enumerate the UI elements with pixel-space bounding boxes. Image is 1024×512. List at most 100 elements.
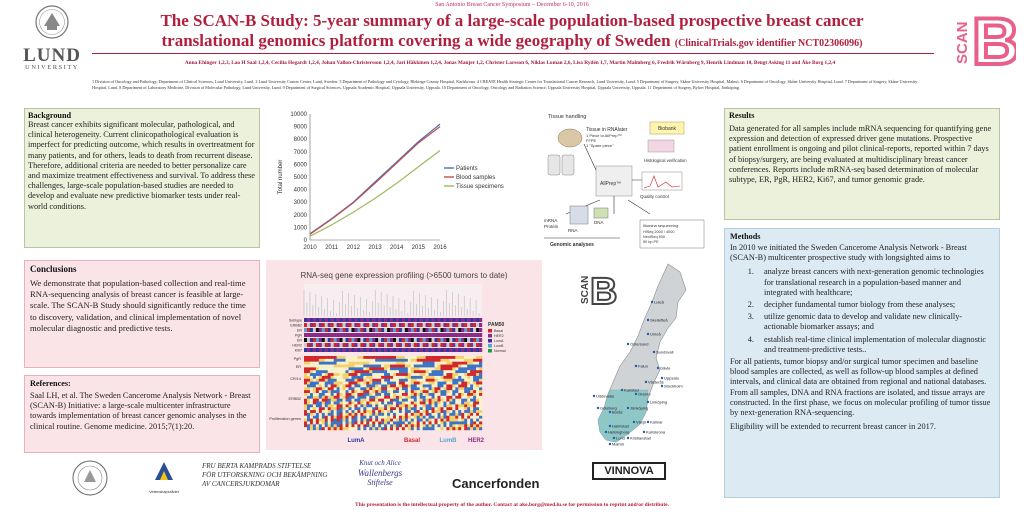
heatmap-cell bbox=[345, 381, 349, 385]
heatmap-cell bbox=[419, 415, 423, 419]
heatmap-cell bbox=[378, 398, 382, 402]
heatmap-annotation-cell bbox=[440, 348, 444, 352]
heatmap-annotation-cell bbox=[431, 333, 435, 337]
heatmap-cell bbox=[327, 404, 331, 408]
heatmap-cell bbox=[476, 407, 480, 411]
heatmap-cell bbox=[393, 421, 397, 425]
heatmap-cell bbox=[407, 364, 411, 368]
heatmap-cell bbox=[479, 427, 483, 431]
heatmap-cell bbox=[366, 361, 370, 365]
heatmap-annotation-cell bbox=[327, 333, 331, 337]
heatmap-annotation-cell bbox=[425, 328, 429, 332]
heatmap-cell bbox=[342, 367, 346, 371]
fbk-line-2: FÖR UTFORSKNING OCH BEKÄMPNING bbox=[202, 471, 328, 479]
heatmap-cell bbox=[470, 364, 474, 368]
heatmap-cell bbox=[333, 415, 337, 419]
heatmap-cell bbox=[467, 378, 471, 382]
heatmap-annotation-cell bbox=[336, 343, 340, 347]
workflow-histology: Histological verification bbox=[644, 158, 687, 163]
heatmap-cell bbox=[381, 407, 385, 411]
title-divider bbox=[92, 53, 934, 54]
heatmap-cell bbox=[357, 373, 361, 377]
heatmap-annotation-cell bbox=[449, 338, 453, 342]
heatmap-cell bbox=[422, 378, 426, 382]
heatmap-cell bbox=[467, 381, 471, 385]
heatmap-cell bbox=[407, 421, 411, 425]
heatmap-cell bbox=[458, 398, 462, 402]
heatmap-cell bbox=[312, 421, 317, 425]
heatmap-annotation-cell bbox=[348, 318, 352, 322]
heatmap-cell bbox=[455, 378, 459, 382]
heatmap-cell bbox=[354, 356, 358, 360]
heatmap-cell bbox=[422, 361, 426, 365]
chart-x-tick: 2011 bbox=[325, 245, 339, 251]
heatmap-cell bbox=[342, 373, 346, 377]
heatmap-annotation-cell bbox=[384, 323, 388, 327]
heatmap-cell bbox=[393, 356, 397, 360]
heatmap-cell bbox=[369, 398, 373, 402]
heatmap-cell bbox=[372, 404, 376, 408]
heatmap-cell bbox=[312, 375, 317, 379]
heatmap-annotation-cell bbox=[351, 333, 355, 337]
methods-aims-list: analyze breast cancers with next-generat… bbox=[756, 267, 994, 355]
heatmap-cell bbox=[390, 373, 394, 377]
heatmap-annotation-cell bbox=[404, 338, 409, 342]
heatmap-annotation-cell bbox=[470, 323, 474, 327]
heatmap-annotation-cell bbox=[446, 338, 450, 342]
heatmap-cell bbox=[473, 421, 477, 425]
heatmap-cell bbox=[342, 381, 346, 385]
heatmap-cell bbox=[342, 410, 346, 414]
heatmap-cell bbox=[375, 370, 379, 374]
heatmap-cell bbox=[413, 407, 417, 411]
heatmap-cell bbox=[375, 427, 379, 431]
heatmap-annotation-cell bbox=[312, 333, 317, 337]
heatmap-annotation-cell bbox=[437, 328, 441, 332]
heatmap-annotation-cell bbox=[339, 323, 343, 327]
heatmap-cell bbox=[479, 415, 483, 419]
heatmap-cell bbox=[464, 358, 468, 362]
heatmap-cell bbox=[304, 384, 308, 388]
heatmap-annotation-cell bbox=[333, 338, 337, 342]
heatmap-annotation-cell bbox=[407, 318, 411, 322]
heatmap-cell bbox=[419, 410, 423, 414]
heatmap-cell bbox=[401, 364, 406, 368]
heatmap-annotation-cell bbox=[372, 318, 376, 322]
heatmap-cell bbox=[304, 395, 308, 399]
heatmap-cell bbox=[321, 364, 325, 368]
heatmap-cell bbox=[384, 393, 388, 397]
heatmap-cell bbox=[381, 410, 385, 414]
sponsor-row: Vetenskapsrådet FRU BERTA KAMPRADS STIFT… bbox=[60, 456, 720, 500]
heatmap-annotation-cell bbox=[428, 343, 432, 347]
heatmap-cell bbox=[378, 415, 382, 419]
heatmap-cell bbox=[360, 415, 364, 419]
pam50-title: PAM50 bbox=[488, 322, 505, 328]
heatmap-cell bbox=[422, 393, 426, 397]
heatmap-cell bbox=[390, 412, 394, 416]
heatmap-cell bbox=[351, 387, 355, 391]
array-icon bbox=[593, 207, 609, 219]
heatmap-cell bbox=[318, 364, 322, 368]
heatmap-annotation-cell bbox=[304, 338, 308, 342]
heatmap-cell bbox=[390, 356, 394, 360]
heatmap-cell bbox=[351, 421, 355, 425]
heatmap-cell bbox=[330, 404, 334, 408]
heatmap-cell bbox=[348, 398, 352, 402]
heatmap-cell bbox=[312, 384, 317, 388]
heatmap-annotation-cell bbox=[443, 333, 447, 337]
heatmap-cell bbox=[410, 421, 414, 425]
workflow-quality-control: Quality control bbox=[640, 194, 669, 199]
heatmap-cell bbox=[470, 373, 474, 377]
chart-legend-entry: Patients bbox=[456, 166, 478, 172]
heatmap-cell bbox=[428, 395, 432, 399]
heatmap-cell bbox=[461, 384, 465, 388]
heatmap-cell bbox=[339, 364, 343, 368]
heatmap-cell bbox=[351, 358, 355, 362]
heatmap-cell bbox=[342, 375, 346, 379]
heatmap-cell bbox=[401, 401, 406, 405]
heatmap-cell bbox=[449, 361, 453, 365]
heatmap-annotation-cell bbox=[318, 343, 322, 347]
heatmap-cell bbox=[330, 356, 334, 360]
heatmap-cell bbox=[309, 381, 314, 385]
heatmap-cell bbox=[479, 395, 483, 399]
heatmap-cell bbox=[479, 407, 483, 411]
